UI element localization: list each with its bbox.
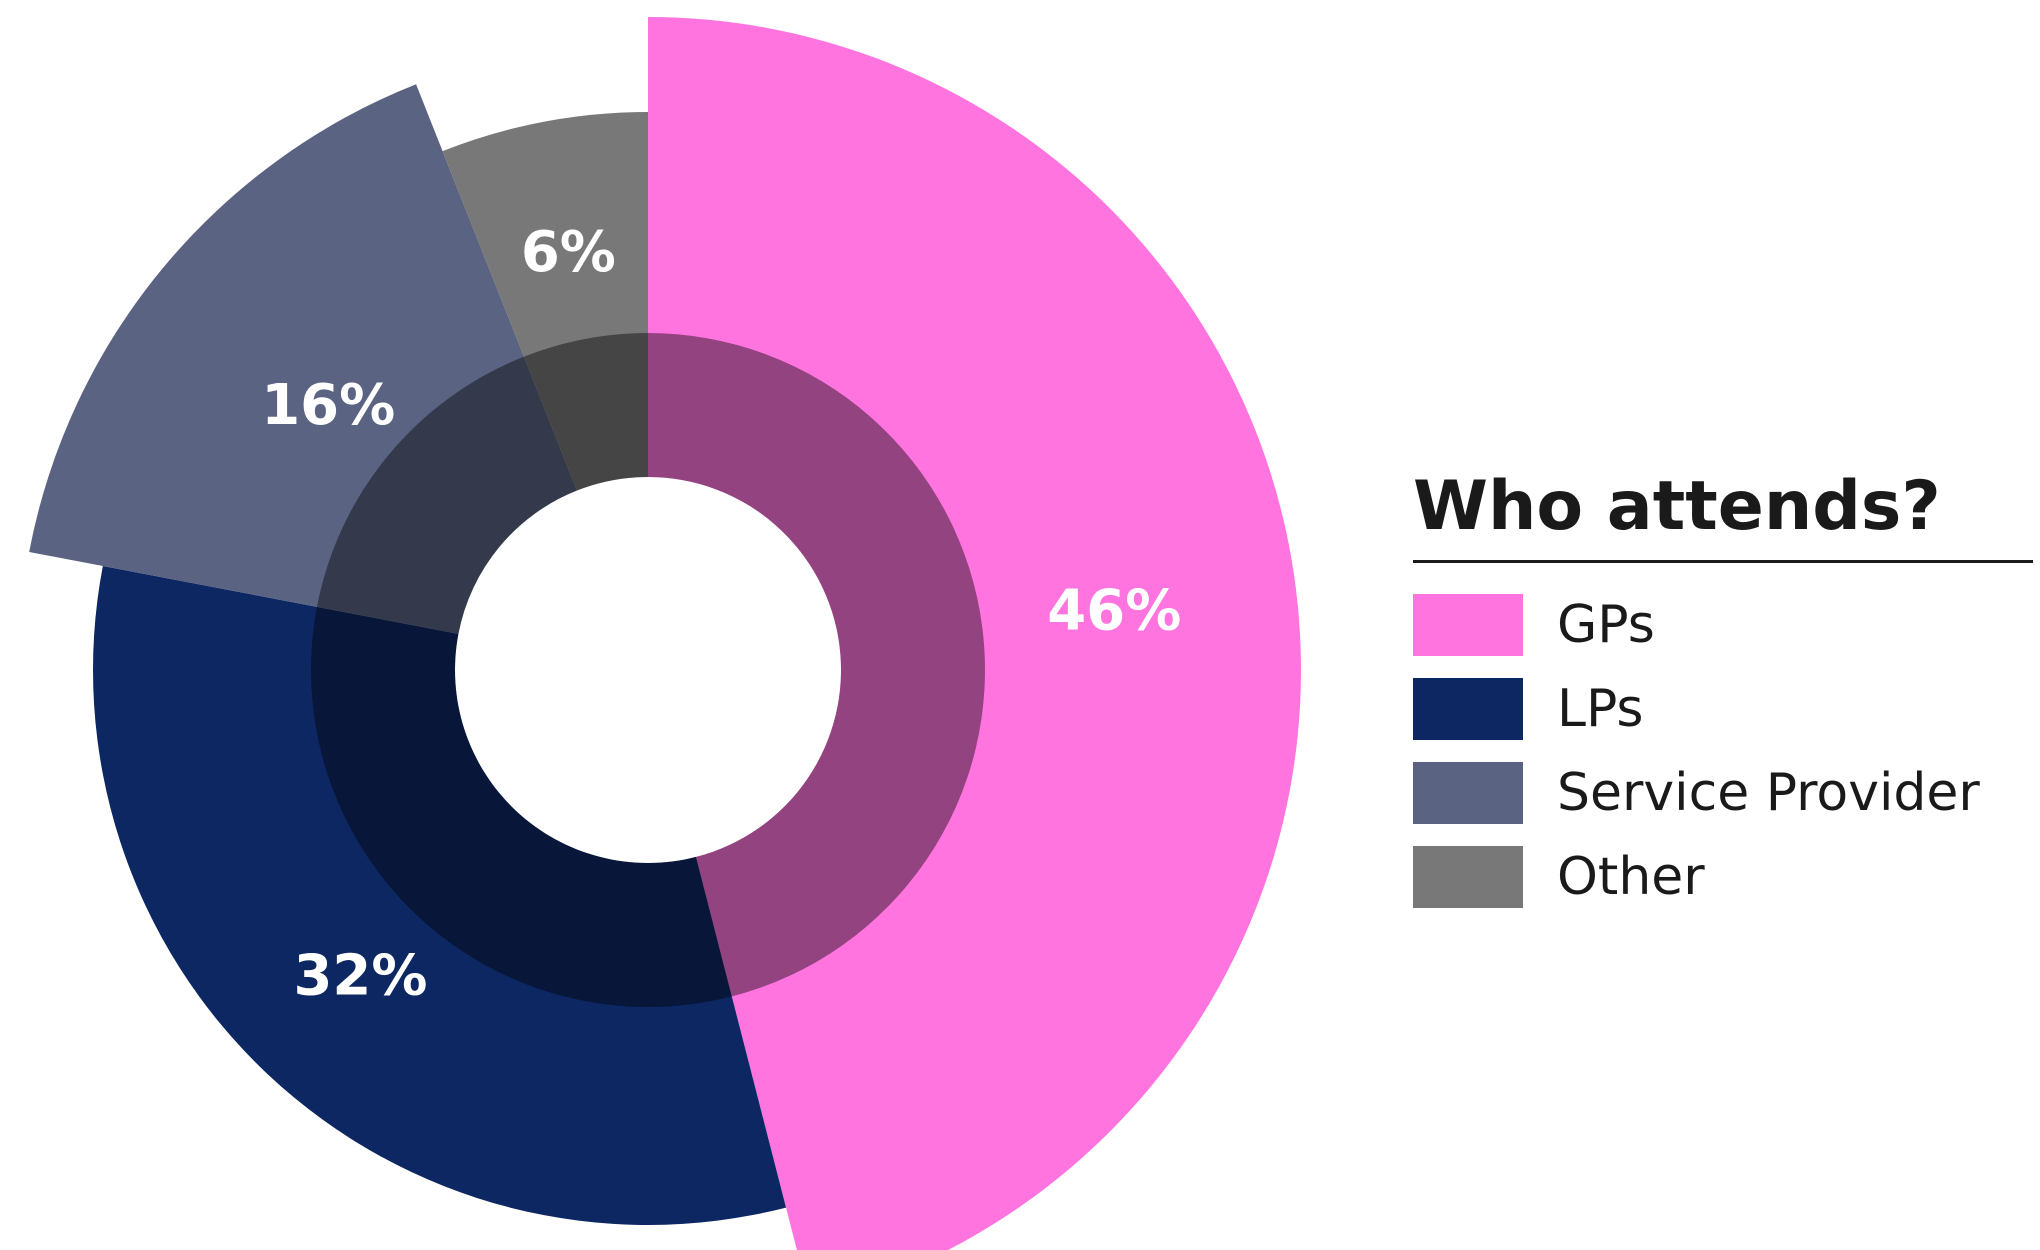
slice-labels: 46% 32% 16% 6% [261, 220, 1181, 1009]
inner-shade-service-provider [316, 356, 577, 634]
legend: Who attends? GPs LPs Service Provider Ot… [1413, 462, 2033, 929]
legend-label: Other [1557, 847, 1705, 907]
legend-item-gps: GPs [1413, 593, 2033, 657]
slice-lps [93, 566, 787, 1225]
legend-divider [1413, 560, 2033, 563]
inner-shade-gps [648, 333, 985, 997]
slice-label-service-provider: 16% [261, 373, 395, 438]
legend-label: LPs [1557, 679, 1644, 739]
slice-label-lps: 32% [293, 944, 427, 1009]
legend-swatch [1413, 762, 1523, 824]
legend-label: Service Provider [1557, 763, 1980, 823]
slice-service-provider [29, 84, 577, 634]
slice-label-gps: 46% [1047, 579, 1181, 644]
inner-shade-other [523, 333, 648, 491]
legend-title: Who attends? [1413, 467, 1941, 546]
slice-gps [648, 17, 1301, 1250]
slice-other [442, 112, 648, 491]
legend-swatch [1413, 594, 1523, 656]
legend-swatch [1413, 846, 1523, 908]
inner-shade-lps [311, 606, 732, 1007]
legend-item-service-provider: Service Provider [1413, 761, 2033, 825]
legend-item-other: Other [1413, 845, 2033, 909]
inner-shade-ring [311, 333, 985, 1007]
legend-item-lps: LPs [1413, 677, 2033, 741]
donut-slices [29, 17, 1301, 1250]
slice-label-other: 6% [521, 220, 616, 285]
legend-label: GPs [1557, 595, 1655, 655]
legend-swatch [1413, 678, 1523, 740]
